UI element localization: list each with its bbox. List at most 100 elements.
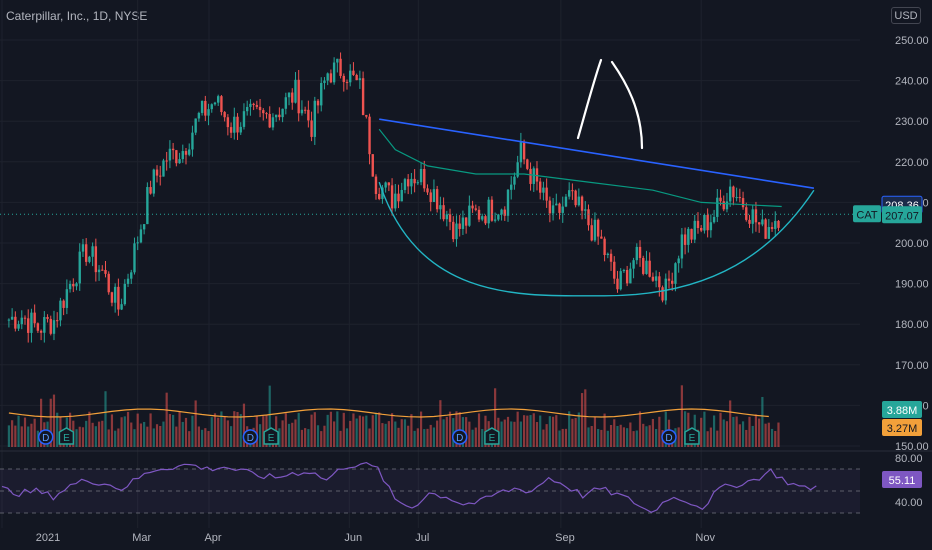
volume-bar [229, 426, 233, 447]
volume-bar [503, 419, 506, 447]
candle [313, 100, 316, 137]
volume-bar [523, 415, 526, 447]
candle [622, 269, 626, 272]
volume-last-tag: 3.88M [882, 401, 922, 418]
time-tick-label: 2021 [36, 532, 60, 544]
candle [510, 184, 513, 190]
volume-bar [716, 430, 719, 447]
candle [728, 186, 732, 202]
candle [561, 206, 564, 213]
volume-bar [210, 417, 213, 447]
candle [242, 111, 246, 127]
time-tick-label: Mar [132, 532, 151, 544]
price-tick-label: 150.00 [895, 441, 929, 453]
dividend-marker[interactable]: D [451, 429, 468, 445]
volume-bar [407, 425, 410, 447]
candle [551, 205, 555, 214]
volume-bar [358, 415, 361, 447]
dividend-icon [661, 429, 677, 445]
candle [329, 73, 333, 83]
volume-bar [410, 414, 413, 447]
candle [294, 79, 297, 103]
volume-bar [774, 430, 777, 447]
event-label: D [42, 433, 49, 444]
volume-bar [516, 411, 519, 447]
rsi-band [0, 469, 860, 513]
volume-bar [213, 413, 217, 447]
event-label: E [63, 433, 70, 444]
candle [419, 168, 423, 183]
candle [577, 196, 581, 206]
volume-bar [413, 430, 416, 447]
volume-bar [172, 414, 175, 447]
candle [751, 209, 754, 224]
candle [529, 168, 532, 184]
volume-bar [664, 411, 667, 447]
candle [497, 214, 500, 220]
candle [56, 320, 59, 322]
volume-bar [729, 400, 732, 447]
volume-bar [20, 426, 23, 447]
volume-bar [545, 424, 548, 447]
volume-bar [88, 411, 91, 447]
dividend-marker[interactable]: D [37, 429, 54, 445]
last-price-tag-bg [882, 206, 922, 224]
candle [49, 318, 52, 334]
volume-bar [223, 416, 226, 447]
candle [168, 148, 172, 161]
candle [332, 62, 336, 83]
volume-bar [14, 425, 17, 447]
volume-bar [320, 431, 323, 447]
price-tick-label: 240.00 [895, 76, 929, 88]
volume-bar [11, 420, 14, 447]
candle [761, 219, 764, 225]
rsi-line [1, 461, 817, 513]
candle [539, 181, 542, 193]
earnings-marker[interactable]: E [263, 427, 279, 445]
volume-bar [532, 413, 535, 447]
candle [535, 168, 539, 182]
volume-bar [680, 385, 683, 447]
earnings-marker[interactable]: E [58, 427, 75, 445]
volume-bar [333, 421, 336, 447]
candle [33, 312, 36, 324]
volume-bar [606, 430, 609, 447]
candle [139, 229, 143, 243]
candle [703, 214, 706, 231]
candle [20, 317, 23, 325]
volume-bar [278, 428, 281, 447]
volume-bar [339, 430, 342, 447]
candle [171, 148, 175, 151]
volume-bar [539, 415, 542, 447]
volume-bar [655, 428, 658, 447]
volume-bar [684, 411, 687, 447]
currency-button[interactable]: USD [891, 7, 921, 24]
dividend-marker[interactable]: D [242, 429, 259, 445]
candle [468, 205, 471, 226]
volume-bar [600, 429, 603, 447]
candle [693, 220, 696, 240]
candle [616, 278, 619, 290]
candle [767, 227, 771, 239]
event-label: D [456, 433, 463, 444]
volume-bar [764, 423, 767, 447]
volume-bar [626, 428, 629, 447]
volume-bar [304, 428, 307, 447]
candle [249, 103, 252, 107]
candle [642, 257, 645, 274]
candle [278, 114, 281, 118]
dividend-icon [37, 429, 54, 445]
volume-bar [159, 426, 162, 447]
earnings-marker[interactable]: E [684, 427, 700, 445]
volume-bar [262, 416, 265, 447]
candle [152, 169, 155, 194]
candle [258, 106, 262, 111]
price-tick-label: 200.00 [895, 238, 929, 250]
dividend-marker[interactable]: D [661, 429, 677, 445]
volume-bar [770, 428, 774, 447]
volume-bar [758, 418, 761, 447]
volume-bar [481, 429, 484, 447]
earnings-marker[interactable]: E [484, 427, 500, 445]
